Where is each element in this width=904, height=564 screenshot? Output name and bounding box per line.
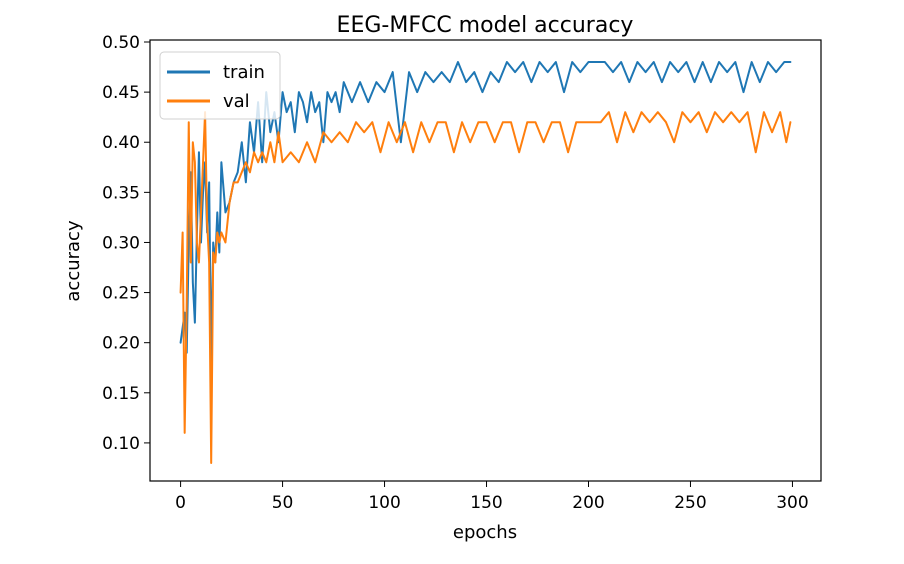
y-tick-label: 0.40 xyxy=(102,133,140,153)
series-line-train xyxy=(179,61,792,364)
x-tick-label: 50 xyxy=(272,493,294,513)
x-tick-label: 250 xyxy=(674,493,706,513)
legend-train-label: train xyxy=(223,62,265,83)
y-tick-label: 0.10 xyxy=(102,434,140,454)
y-tick-label: 0.25 xyxy=(102,284,140,304)
x-tick-label: 150 xyxy=(470,493,502,513)
y-tick-label: 0.45 xyxy=(102,83,140,103)
x-tick-label: 300 xyxy=(776,493,808,513)
y-axis-label: accuracy xyxy=(63,220,84,302)
x-tick-label: 100 xyxy=(368,493,400,513)
series-line-val xyxy=(179,111,792,464)
plot-area-frame xyxy=(149,39,822,482)
chart-title: EEG-MFCC model accuracy xyxy=(337,13,634,38)
x-axis-label: epochs xyxy=(453,522,517,543)
x-tick-label: 0 xyxy=(175,493,186,513)
legend: train val xyxy=(159,51,281,120)
y-axis: 0.10 0.15 0.20 0.25 0.30 0.35 0.40 0.45 0.50 xyxy=(102,33,150,454)
legend-val-label: val xyxy=(223,91,250,112)
y-tick-label: 0.30 xyxy=(102,233,140,253)
x-tick-label: 200 xyxy=(572,493,604,513)
y-tick-label: 0.20 xyxy=(102,334,140,354)
series-layer xyxy=(179,61,792,464)
x-axis: 0 50 100 150 200 250 300 xyxy=(175,481,809,513)
y-tick-label: 0.15 xyxy=(102,384,140,404)
y-tick-label: 0.50 xyxy=(102,33,140,53)
y-tick-label: 0.35 xyxy=(102,183,140,203)
